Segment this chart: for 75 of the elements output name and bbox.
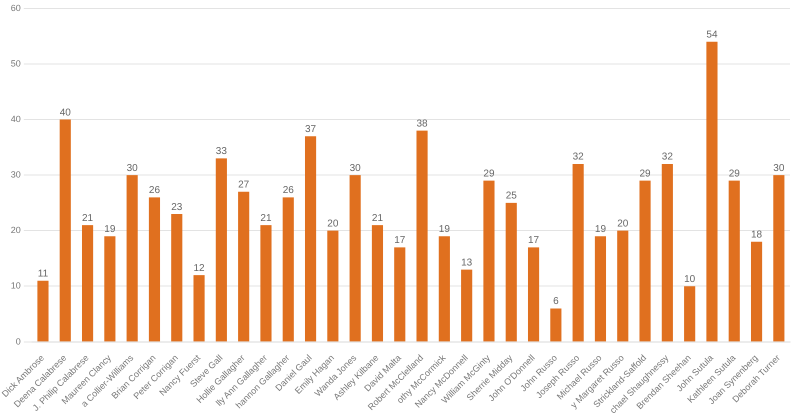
data-label: 32: [662, 152, 674, 163]
y-tick-label: 10: [10, 280, 21, 291]
bar: [594, 236, 606, 342]
bar: [260, 225, 272, 342]
bar: [60, 120, 71, 342]
bar: [572, 164, 584, 342]
data-label: 29: [728, 168, 740, 180]
bar: [483, 180, 495, 342]
data-label: 13: [461, 257, 473, 268]
bar: [126, 175, 138, 342]
y-tick-label: 0: [16, 336, 21, 346]
data-label: 30: [126, 162, 138, 174]
data-label: 32: [572, 152, 584, 163]
y-tick-label: 40: [10, 114, 21, 124]
y-tick-label: 50: [10, 58, 21, 68]
bar: [416, 130, 428, 342]
data-label: 10: [684, 274, 696, 285]
data-label: 29: [483, 168, 495, 180]
y-tick-label: 20: [10, 225, 21, 236]
data-label: 12: [193, 262, 206, 274]
data-label: 11: [38, 268, 49, 280]
bar: [684, 286, 696, 342]
data-label: 26: [148, 185, 160, 196]
data-label: 19: [104, 224, 116, 235]
bar: [728, 180, 740, 342]
bar: [528, 247, 540, 342]
bar: [37, 280, 49, 342]
bar: [550, 308, 562, 342]
bar: [461, 270, 472, 342]
bar: [193, 275, 205, 342]
bar: [350, 175, 361, 342]
bar: [706, 42, 718, 342]
bar: [148, 197, 160, 342]
data-label: 21: [372, 212, 384, 224]
data-label: 20: [617, 218, 629, 230]
bar: [372, 225, 384, 342]
data-label: 25: [506, 190, 518, 202]
bar: [327, 230, 338, 342]
data-label: 19: [438, 224, 450, 235]
data-label: 19: [594, 224, 606, 235]
data-label: 27: [238, 180, 250, 191]
data-label: 40: [60, 107, 72, 118]
data-label: 20: [327, 218, 339, 230]
bar: [662, 164, 673, 342]
data-label: 30: [773, 162, 785, 174]
bar: [617, 230, 628, 342]
bar: [282, 197, 294, 342]
data-label: 37: [304, 124, 317, 135]
bar: [216, 158, 227, 342]
bar: [750, 242, 762, 342]
y-tick-label: 30: [10, 170, 21, 180]
data-label: 6: [553, 296, 560, 308]
bar: [82, 225, 94, 342]
data-label: 30: [350, 162, 362, 174]
y-tick-label: 60: [10, 2, 21, 13]
bar: [438, 236, 450, 342]
data-label: 38: [416, 118, 428, 130]
data-label: 17: [394, 235, 406, 246]
bar: [238, 192, 250, 342]
data-label: 17: [528, 235, 540, 246]
data-label: 21: [260, 212, 272, 224]
data-label: 18: [750, 230, 763, 241]
data-label: 33: [216, 146, 228, 158]
bar: [304, 136, 316, 342]
bar: [639, 180, 651, 342]
data-label: 21: [82, 212, 94, 224]
bar: [171, 214, 182, 342]
data-label: 23: [171, 202, 183, 213]
data-label: 54: [706, 29, 718, 40]
bar: [773, 175, 784, 342]
bar: [506, 202, 517, 342]
bar: [394, 247, 406, 342]
data-label: 26: [282, 185, 294, 196]
data-label: 29: [639, 168, 652, 180]
bar: [104, 236, 116, 342]
